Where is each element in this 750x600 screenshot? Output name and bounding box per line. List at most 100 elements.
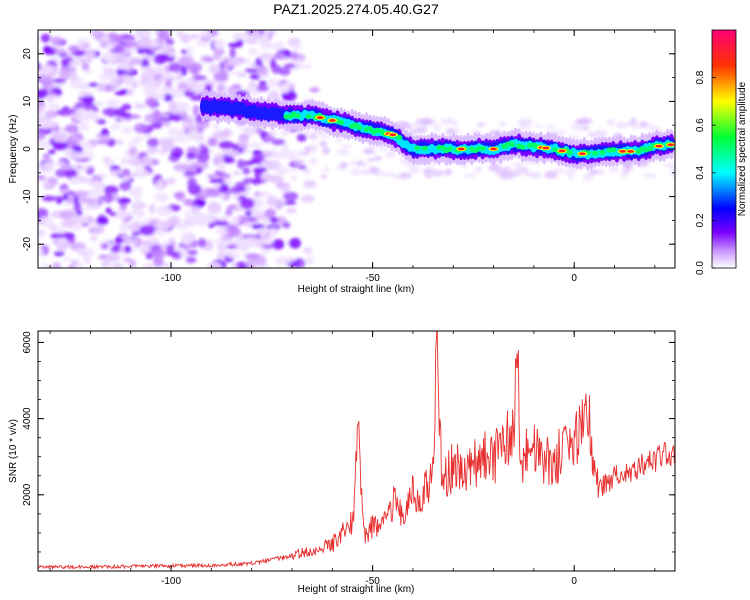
ridge-peak — [627, 149, 635, 153]
halo-blob — [320, 174, 327, 179]
noise-blob — [208, 64, 222, 75]
noise-blob — [97, 195, 109, 203]
halo-blob — [356, 160, 364, 166]
noise-blob — [79, 164, 91, 170]
ridge-cell — [591, 150, 599, 156]
noise-blob — [280, 128, 290, 136]
noise-blob — [60, 221, 77, 227]
noise-blob — [117, 197, 132, 204]
noise-blob — [282, 221, 291, 229]
noise-blob — [50, 36, 63, 45]
noise-blob — [54, 48, 67, 55]
noise-blob — [38, 131, 46, 140]
colorbar-ticks: 0.0 0.2 0.4 0.6 0.8 — [695, 70, 716, 275]
noise-blob — [81, 206, 94, 211]
noise-blob — [100, 66, 113, 71]
noise-blob — [161, 262, 173, 268]
colorbar-label: Normalized spectral amplitude — [737, 81, 748, 216]
x-tick-label: -50 — [365, 273, 380, 284]
noise-blob — [154, 193, 169, 202]
noise-blob — [68, 45, 80, 53]
spectrogram-x-axis-label: Height of straight line (km) — [298, 284, 415, 295]
colorbar-tick-label: 0.6 — [695, 118, 706, 132]
noise-blob — [296, 133, 307, 142]
noise-blob — [116, 63, 132, 70]
noise-blob — [266, 196, 279, 207]
noise-blob — [123, 175, 131, 182]
noise-blob — [203, 213, 213, 220]
noise-blob — [209, 178, 226, 184]
y-tick-label: 6000 — [22, 331, 33, 354]
halo-blob — [348, 160, 358, 166]
noise-blob — [207, 202, 222, 214]
noise-blob — [258, 152, 274, 157]
noise-blob — [233, 261, 250, 268]
noise-blob — [67, 193, 75, 204]
noise-blob — [236, 159, 245, 169]
noise-blob — [51, 131, 62, 141]
noise-blob — [259, 130, 267, 139]
y-tick-label: 2000 — [22, 483, 33, 506]
noise-blob — [147, 137, 160, 148]
noise-blob — [186, 129, 196, 140]
ridge-cell — [508, 141, 515, 147]
spectrogram-x-ticks: -100 -50 0 — [49, 30, 656, 284]
noise-blob — [109, 211, 117, 217]
noise-blob — [251, 223, 265, 230]
halo-blob — [544, 124, 557, 128]
noise-blob — [109, 169, 124, 177]
halo-blob — [574, 119, 587, 124]
noise-blob — [67, 151, 78, 156]
noise-blob — [151, 248, 166, 260]
noise-blob — [206, 261, 222, 268]
halo-blob — [528, 173, 541, 179]
halo-blob — [417, 127, 427, 134]
halo-blob — [582, 173, 594, 182]
halo-blob — [582, 126, 590, 131]
noise-blob — [69, 71, 78, 81]
noise-blob — [131, 46, 138, 52]
halo-blob — [476, 122, 486, 127]
noise-blob — [186, 249, 198, 256]
noise-blob — [152, 109, 161, 121]
halo-blob — [511, 162, 523, 168]
noise-blob — [302, 248, 310, 253]
ridge-cell — [610, 147, 617, 153]
x-tick-label: -100 — [161, 273, 181, 284]
noise-blob — [190, 205, 201, 213]
noise-blob — [197, 238, 207, 248]
halo-blob — [498, 121, 507, 127]
ridge-cell — [337, 119, 345, 126]
noise-blob — [114, 58, 125, 64]
noise-blob — [85, 48, 97, 53]
noise-blob — [278, 82, 291, 94]
noise-blob — [137, 158, 153, 167]
noise-blob — [230, 262, 238, 268]
noise-blob — [227, 42, 243, 48]
noise-blob — [219, 247, 228, 256]
noise-blob — [77, 176, 91, 183]
noise-blob — [298, 165, 308, 170]
halo-blob — [500, 166, 512, 171]
noise-blob — [213, 219, 229, 227]
spectrogram-y-axis-label: Frequency (Hz) — [8, 115, 19, 184]
noise-blob — [291, 42, 302, 50]
noise-blob — [102, 185, 119, 195]
noise-blob — [114, 91, 126, 96]
noise-blob — [136, 104, 147, 109]
noise-blob — [89, 139, 100, 146]
noise-blob — [309, 87, 320, 93]
noise-blob — [196, 151, 210, 163]
noise-blob — [257, 33, 268, 44]
noise-blob — [85, 109, 97, 119]
noise-blob — [106, 98, 121, 109]
halo-blob — [408, 127, 417, 133]
noise-blob — [293, 58, 302, 69]
noise-blob — [161, 85, 174, 94]
halo-blob — [385, 150, 396, 159]
noise-blob — [52, 261, 61, 268]
noise-blob — [237, 72, 247, 78]
ridge-peak — [490, 147, 498, 151]
halo-blob — [320, 134, 331, 139]
